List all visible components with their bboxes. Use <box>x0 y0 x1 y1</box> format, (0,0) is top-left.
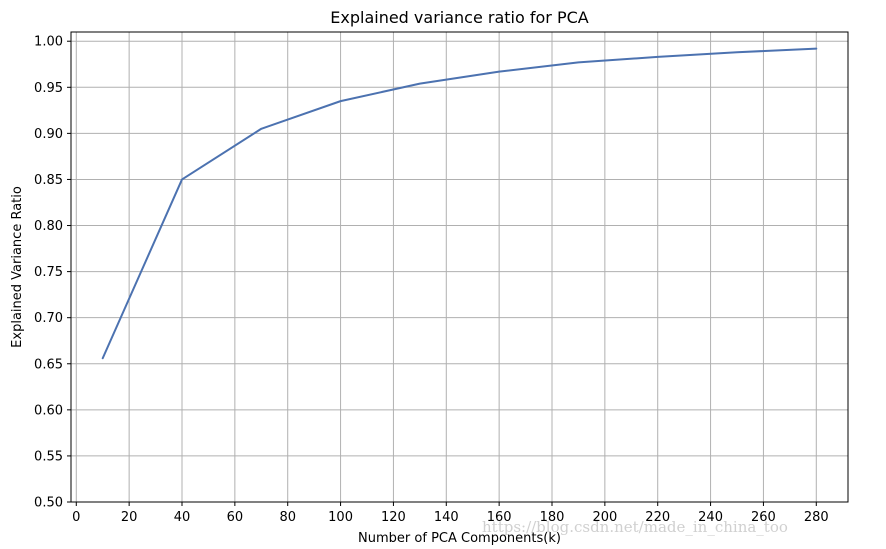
y-tick-label: 0.65 <box>34 357 63 372</box>
y-tick-label: 0.75 <box>34 265 63 280</box>
x-tick-label: 120 <box>381 510 406 525</box>
x-tick-label: 20 <box>121 510 138 525</box>
y-tick-label: 0.60 <box>34 403 63 418</box>
y-axis-ticks: 0.50 0.55 0.60 0.65 0.70 0.75 0.80 0.85 0.90 0.95… <box>34 35 71 511</box>
x-tick-label: 180 <box>540 510 565 525</box>
y-tick-label: 1.00 <box>34 35 63 50</box>
x-tick-label: 160 <box>487 510 512 525</box>
x-axis-label: Number of PCA Components(k) <box>358 531 561 546</box>
x-tick-label: 200 <box>592 510 617 525</box>
y-tick-label: 0.55 <box>34 449 63 464</box>
y-tick-label: 0.70 <box>34 311 63 326</box>
plot-frame <box>70 31 849 503</box>
x-tick-label: 0 <box>72 510 80 525</box>
y-tick-label: 0.50 <box>34 496 63 511</box>
x-tick-label: 240 <box>698 510 723 525</box>
x-tick-label: 60 <box>227 510 244 525</box>
chart-title: Explained variance ratio for PCA <box>330 8 589 27</box>
y-axis-label: Explained Variance Ratio <box>10 186 25 348</box>
x-tick-label: 100 <box>328 510 353 525</box>
x-tick-label: 260 <box>751 510 776 525</box>
y-tick-label: 0.80 <box>34 219 63 234</box>
series-line <box>101 47 818 360</box>
x-tick-label: 140 <box>434 510 459 525</box>
y-tick-label: 0.85 <box>34 173 63 188</box>
x-tick-label: 40 <box>174 510 191 525</box>
x-tick-label: 280 <box>804 510 829 525</box>
x-axis-ticks: 0 20 40 60 80 100 120 140 160 180 200 220 240 260 280 <box>72 502 829 525</box>
x-tick-label: 80 <box>279 510 296 525</box>
x-tick-label: 220 <box>645 510 670 525</box>
series-layer <box>101 47 818 360</box>
watermark-text: https://blog.csdn.net/made_in_china_too <box>482 518 788 536</box>
y-tick-label: 0.95 <box>34 81 63 96</box>
grid <box>71 32 848 503</box>
y-tick-label: 0.90 <box>34 127 63 142</box>
